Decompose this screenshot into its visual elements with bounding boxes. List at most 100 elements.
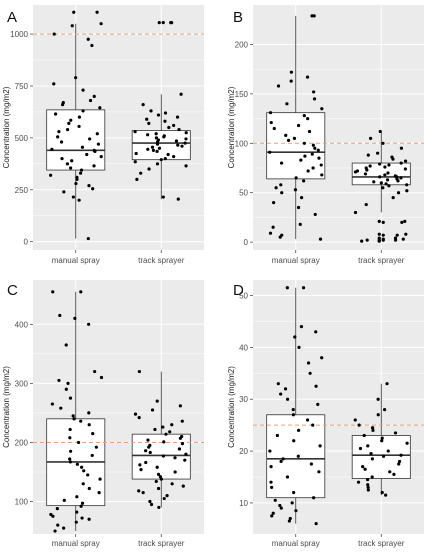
outlier-point [381,238,385,242]
data-point [53,112,58,116]
data-point [147,167,151,171]
data-point [98,477,102,481]
data-point [155,149,159,153]
data-point [184,452,188,456]
data-point [272,126,276,131]
box [266,112,326,180]
data-point [162,134,166,138]
x-tick-label: track sprayer [138,539,185,548]
data-point [79,504,83,508]
data-point [369,452,373,456]
data-point [296,454,300,458]
data-point [75,495,79,499]
data-point [292,439,296,443]
data-point [302,141,306,145]
data-point [299,158,303,162]
data-point [278,503,282,508]
data-point [393,431,398,435]
data-point [138,463,142,467]
data-point [49,173,53,177]
y-tick-label: 0 [244,238,249,247]
data-point [173,456,177,460]
data-point [91,187,95,191]
data-point [183,458,187,462]
data-point [368,136,373,140]
data-point [183,141,187,145]
data-point [271,511,275,515]
data-point [68,460,73,464]
data-point [405,183,409,187]
data-point [137,369,142,374]
data-point [168,430,172,434]
data-point [81,482,85,486]
data-point [184,131,188,135]
data-point [62,498,66,502]
data-point [316,148,320,152]
data-point [371,428,375,432]
data-point [385,178,390,182]
chart-panel: 0 250 500 750 1000 manual spray track sprayer C… [2,5,204,265]
data-point [405,441,409,445]
data-point [88,98,93,103]
data-point [57,130,61,134]
data-point [279,506,283,510]
data-point [293,335,297,339]
y-tick-label: 200 [235,41,249,50]
outlier-point [381,220,385,224]
data-point [151,148,156,152]
data-point [356,480,361,484]
data-point [298,222,302,226]
data-point [300,196,304,200]
data-point [293,188,298,192]
chart-panel: 10 20 30 40 50 manual spray track sprayer Conce… [227,280,424,548]
data-point [170,21,174,25]
data-point [388,470,392,474]
data-point [366,485,370,489]
outlier-point [157,21,161,25]
data-point [141,491,145,495]
data-point [86,473,90,477]
data-point [159,158,163,162]
data-point [270,514,274,518]
data-point [70,24,74,28]
data-point [148,499,152,504]
data-point [362,433,366,438]
data-point [318,444,322,448]
panel-letter: B [233,9,243,26]
data-point [50,147,54,151]
data-point [403,167,407,171]
data-point [50,402,54,406]
data-point [68,436,72,440]
data-point [314,330,318,334]
data-point [68,427,72,432]
data-point [279,392,283,396]
data-point [146,147,150,151]
data-point [366,483,370,487]
data-point [403,159,408,163]
data-point [378,162,382,166]
data-point [364,166,368,170]
data-point [163,111,168,115]
data-point [387,184,391,188]
data-point [79,419,83,423]
panel-letter: D [233,282,244,299]
data-point [70,159,74,163]
data-point [313,146,317,150]
data-point [299,325,304,329]
data-point [174,139,179,143]
data-point [75,510,79,514]
data-point [92,148,96,152]
data-point [376,413,380,417]
data-point [310,152,314,156]
outlier-point [377,232,381,236]
data-point [67,121,71,125]
data-point [370,457,374,461]
x-tick-label: track sprayer [358,256,405,265]
data-point [74,76,78,80]
data-point [98,106,102,110]
y-tick-label: 150 [235,90,249,99]
data-point [379,181,383,185]
data-point [60,157,64,161]
data-point [319,163,323,167]
data-point [393,174,397,178]
